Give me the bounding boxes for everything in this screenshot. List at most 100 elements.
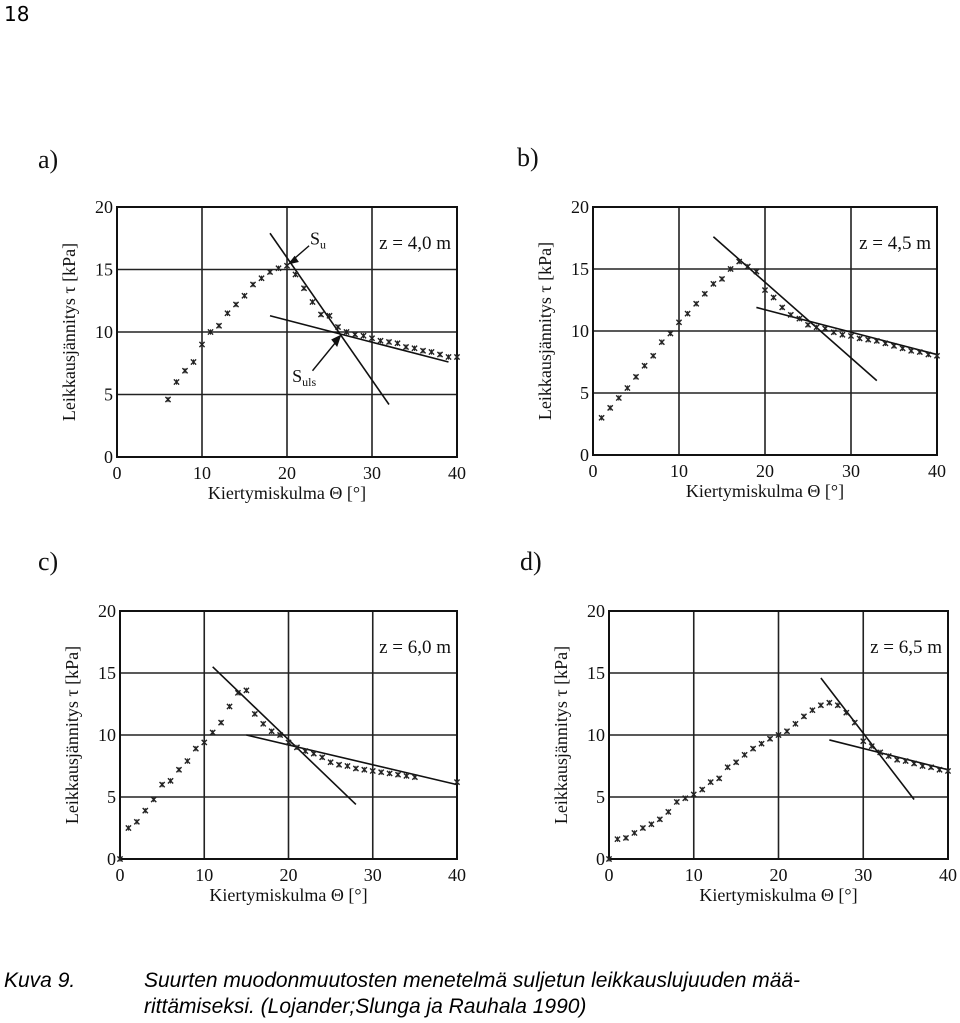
data-point	[260, 720, 267, 727]
y-tick-label: 10	[95, 322, 113, 342]
data-point	[453, 779, 461, 786]
x-tick-label: 40	[448, 865, 466, 885]
x-tick-label: 10	[195, 865, 213, 885]
data-point	[809, 707, 816, 714]
data-point	[632, 373, 640, 380]
data-point	[783, 728, 791, 735]
data-point	[159, 781, 166, 788]
data-point	[251, 710, 258, 718]
fit-line	[212, 666, 357, 806]
data-point	[911, 760, 918, 767]
data-point	[741, 751, 748, 758]
data-point	[684, 310, 691, 317]
data-point	[319, 754, 326, 761]
y-tick-label: 5	[580, 383, 589, 403]
data-point	[667, 330, 674, 337]
data-point	[856, 335, 863, 342]
data-point	[847, 332, 855, 340]
y-tick-label: 20	[587, 601, 605, 621]
data-point	[224, 310, 231, 317]
data-point	[656, 816, 663, 823]
data-point	[766, 735, 774, 742]
data-point	[241, 292, 248, 299]
data-point	[150, 796, 157, 803]
data-point	[234, 689, 242, 696]
panel-label: c)	[38, 547, 58, 576]
data-point	[334, 323, 342, 331]
data-point	[718, 275, 726, 283]
data-point	[226, 703, 233, 710]
data-point	[716, 775, 723, 782]
data-point	[125, 824, 132, 832]
data-point	[639, 824, 646, 832]
data-point	[736, 258, 743, 265]
data-point	[309, 298, 316, 306]
data-point	[275, 265, 282, 272]
data-point	[142, 807, 149, 814]
data-point	[300, 285, 308, 292]
data-point	[133, 818, 140, 825]
x-tick-label: 20	[756, 461, 774, 481]
x-tick-label: 20	[278, 463, 296, 483]
data-point	[258, 275, 265, 282]
data-point	[894, 756, 901, 763]
data-point	[753, 268, 760, 275]
data-point	[327, 759, 334, 766]
data-point	[890, 342, 898, 349]
data-point	[761, 286, 769, 294]
data-point	[885, 752, 892, 760]
data-point	[368, 335, 376, 342]
x-tick-label: 30	[842, 461, 860, 481]
fit-line	[712, 236, 878, 382]
fit-line	[269, 232, 390, 405]
page-number: 18	[4, 2, 30, 26]
data-point	[758, 740, 765, 747]
arrow-head	[287, 255, 299, 265]
x-tick-label: 0	[605, 865, 614, 885]
x-tick-label: 30	[854, 865, 872, 885]
data-point	[116, 855, 124, 863]
data-point	[727, 265, 734, 273]
data-point	[770, 294, 777, 301]
panel-label: a)	[38, 145, 58, 174]
data-point	[927, 764, 935, 771]
y-tick-label: 15	[571, 259, 589, 279]
x-tick-label: 40	[448, 463, 466, 483]
data-point	[826, 699, 833, 706]
data-point	[386, 770, 393, 777]
y-axis-label: Leikkausjännitys τ [kPa]	[551, 646, 571, 824]
data-point	[385, 338, 393, 346]
data-point	[232, 301, 240, 308]
data-point	[201, 739, 208, 746]
x-tick-label: 0	[589, 461, 598, 481]
data-point	[631, 829, 638, 837]
data-point	[813, 324, 820, 331]
fit-line	[756, 306, 938, 356]
y-tick-label: 15	[98, 663, 116, 683]
data-point	[641, 362, 648, 369]
y-tick-label: 0	[580, 445, 589, 465]
y-axis-label: Leikkausjännitys τ [kPa]	[59, 243, 79, 421]
depth-label: z = 4,5 m	[859, 233, 931, 254]
x-tick-label: 0	[113, 463, 122, 483]
data-point	[190, 358, 197, 366]
y-tick-label: 15	[95, 260, 113, 280]
data-point	[607, 404, 614, 411]
data-point	[710, 280, 717, 287]
y-tick-label: 10	[98, 725, 116, 745]
data-point	[701, 290, 708, 297]
data-point	[624, 384, 631, 392]
data-point	[293, 744, 301, 751]
arrow-head	[331, 334, 342, 347]
data-point	[268, 728, 275, 735]
x-tick-label: 30	[363, 463, 381, 483]
x-axis-label: Kiertymiskulma Θ [°]	[686, 481, 844, 501]
x-axis-label: Kiertymiskulma Θ [°]	[208, 483, 366, 503]
data-point	[843, 709, 850, 716]
y-tick-label: 15	[587, 663, 605, 683]
data-point	[673, 798, 680, 806]
